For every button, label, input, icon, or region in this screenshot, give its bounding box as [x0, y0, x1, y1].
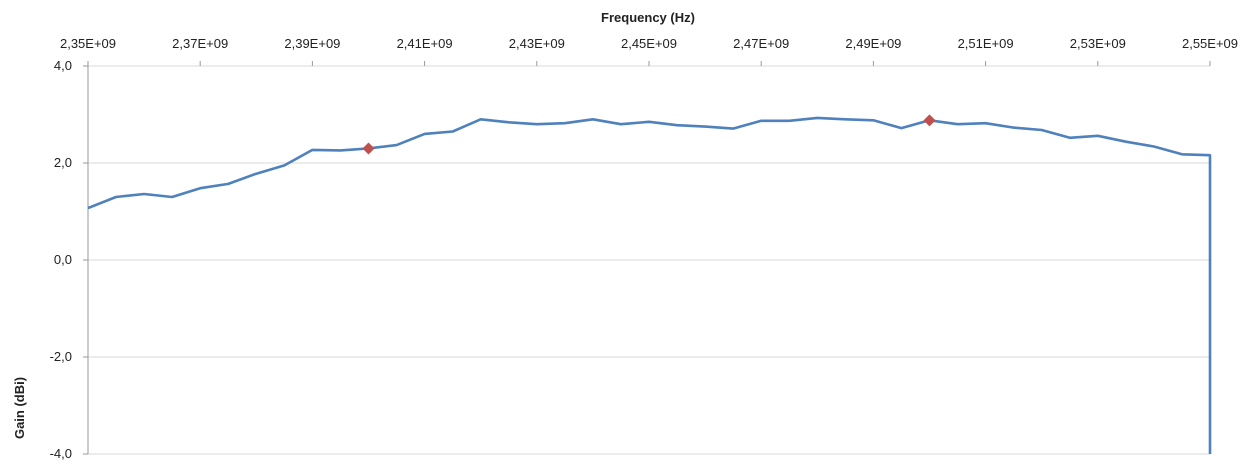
- x-tick-label-7: 2,49E+09: [845, 36, 901, 51]
- gridlines: [88, 65, 1210, 455]
- axes: [83, 61, 1211, 455]
- tick-labels: 4,0 2,0 0,0 -2,0 -4,0 2,35E+09 2,37E+09 2,39E+0…: [50, 36, 1238, 461]
- y-tick-label-0: 4,0: [54, 58, 72, 73]
- highlight-marker-1: [923, 114, 936, 127]
- x-tick-label-5: 2,45E+09: [621, 36, 677, 51]
- x-tick-label-1: 2,37E+09: [172, 36, 228, 51]
- x-tick-label-2: 2,39E+09: [284, 36, 340, 51]
- x-tick-label-9: 2,53E+09: [1070, 36, 1126, 51]
- y-tick-label-4: -4,0: [50, 446, 72, 461]
- x-tick-label-3: 2,41E+09: [397, 36, 453, 51]
- highlight-marker-0: [362, 142, 375, 155]
- y-tick-label-1: 2,0: [54, 155, 72, 170]
- x-tick-label-8: 2,51E+09: [958, 36, 1014, 51]
- x-tick-label-0: 2,35E+09: [60, 36, 116, 51]
- x-tick-label-6: 2,47E+09: [733, 36, 789, 51]
- x-tick-label-10: 2,55E+09: [1182, 36, 1238, 51]
- y-axis-title: Gain (dBi): [12, 377, 27, 439]
- x-axis-title: Frequency (Hz): [601, 10, 695, 25]
- highlight-markers: [362, 114, 936, 155]
- series-line-0: [87, 116, 1212, 454]
- y-tick-label-2: 0,0: [54, 252, 72, 267]
- y-tick-label-3: -2,0: [50, 349, 72, 364]
- series-layer: [87, 116, 1212, 454]
- x-tick-label-4: 2,43E+09: [509, 36, 565, 51]
